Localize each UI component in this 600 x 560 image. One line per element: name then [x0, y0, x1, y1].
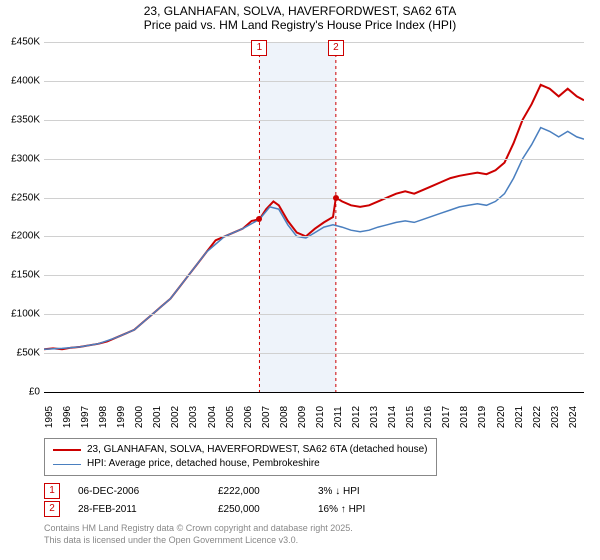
series-line [44, 85, 584, 349]
sale-dot [333, 195, 339, 201]
gridline [44, 275, 584, 276]
sale-pct: 16% ↑ HPI [318, 504, 418, 515]
gridline [44, 236, 584, 237]
xtick-label: 2021 [514, 406, 525, 428]
chart-svg [44, 42, 584, 392]
ytick-label: £150K [2, 270, 40, 281]
sale-dot [256, 216, 262, 222]
legend-swatch [53, 449, 81, 451]
xtick-label: 2008 [279, 406, 290, 428]
legend-swatch [53, 464, 81, 465]
chart-title: 23, GLANHAFAN, SOLVA, HAVERFORDWEST, SA6… [0, 0, 600, 32]
gridline [44, 120, 584, 121]
license-text: Contains HM Land Registry data © Crown c… [44, 522, 353, 546]
sale-marker-box: 2 [328, 40, 344, 56]
xtick-label: 2016 [423, 406, 434, 428]
ytick-label: £350K [2, 114, 40, 125]
gridline [44, 159, 584, 160]
legend: 23, GLANHAFAN, SOLVA, HAVERFORDWEST, SA6… [44, 438, 437, 476]
sale-row: 1 06-DEC-2006£222,0003% ↓ HPI [44, 482, 418, 500]
xtick-label: 2002 [170, 406, 181, 428]
sale-price: £222,000 [218, 486, 318, 497]
xtick-label: 2004 [207, 406, 218, 428]
xtick-label: 1999 [116, 406, 127, 428]
sale-date: 28-FEB-2011 [78, 504, 218, 515]
xtick-label: 2000 [134, 406, 145, 428]
ytick-label: £300K [2, 153, 40, 164]
xtick-label: 2015 [405, 406, 416, 428]
xtick-label: 1998 [98, 406, 109, 428]
xtick-label: 2010 [315, 406, 326, 428]
xtick-label: 2014 [387, 406, 398, 428]
series-line [44, 128, 584, 350]
ytick-label: £200K [2, 231, 40, 242]
ytick-label: £0 [2, 387, 40, 398]
sale-price: £250,000 [218, 504, 318, 515]
xtick-label: 2013 [369, 406, 380, 428]
xtick-label: 2001 [152, 406, 163, 428]
xtick-label: 2023 [550, 406, 561, 428]
xtick-label: 2018 [459, 406, 470, 428]
xtick-label: 2022 [532, 406, 543, 428]
ytick-label: £50K [2, 348, 40, 359]
sale-marker-icon: 1 [44, 483, 60, 499]
ytick-label: £250K [2, 192, 40, 203]
sale-rows: 1 06-DEC-2006£222,0003% ↓ HPI 2 28-FEB-2011… [44, 482, 418, 518]
license-line-1: Contains HM Land Registry data © Crown c… [44, 522, 353, 534]
xtick-label: 2011 [333, 406, 344, 428]
xtick-label: 2003 [188, 406, 199, 428]
legend-label: HPI: Average price, detached house, Pemb… [87, 457, 320, 471]
price-chart: £0£50K£100K£150K£200K£250K£300K£350K£400… [44, 42, 584, 393]
sale-date: 06-DEC-2006 [78, 486, 218, 497]
xtick-label: 2024 [568, 406, 579, 428]
ytick-label: £100K [2, 309, 40, 320]
legend-row: HPI: Average price, detached house, Pemb… [53, 457, 428, 471]
sale-marker-icon: 2 [44, 501, 60, 517]
xtick-label: 2012 [351, 406, 362, 428]
xtick-label: 2009 [297, 406, 308, 428]
sale-marker-box: 1 [251, 40, 267, 56]
gridline [44, 198, 584, 199]
gridline [44, 42, 584, 43]
legend-label: 23, GLANHAFAN, SOLVA, HAVERFORDWEST, SA6… [87, 443, 428, 457]
xtick-label: 2019 [477, 406, 488, 428]
title-line-1: 23, GLANHAFAN, SOLVA, HAVERFORDWEST, SA6… [0, 4, 600, 18]
xtick-label: 2020 [496, 406, 507, 428]
xtick-label: 2017 [441, 406, 452, 428]
title-line-2: Price paid vs. HM Land Registry's House … [0, 18, 600, 32]
xtick-label: 1997 [80, 406, 91, 428]
gridline [44, 81, 584, 82]
sale-row: 2 28-FEB-2011£250,00016% ↑ HPI [44, 500, 418, 518]
legend-row: 23, GLANHAFAN, SOLVA, HAVERFORDWEST, SA6… [53, 443, 428, 457]
gridline [44, 353, 584, 354]
xtick-label: 2006 [243, 406, 254, 428]
xtick-label: 2005 [225, 406, 236, 428]
xtick-label: 2007 [261, 406, 272, 428]
sale-pct: 3% ↓ HPI [318, 486, 418, 497]
xtick-label: 1995 [44, 406, 55, 428]
ytick-label: £400K [2, 75, 40, 86]
xtick-label: 1996 [62, 406, 73, 428]
gridline [44, 314, 584, 315]
ytick-label: £450K [2, 37, 40, 48]
license-line-2: This data is licensed under the Open Gov… [44, 534, 353, 546]
